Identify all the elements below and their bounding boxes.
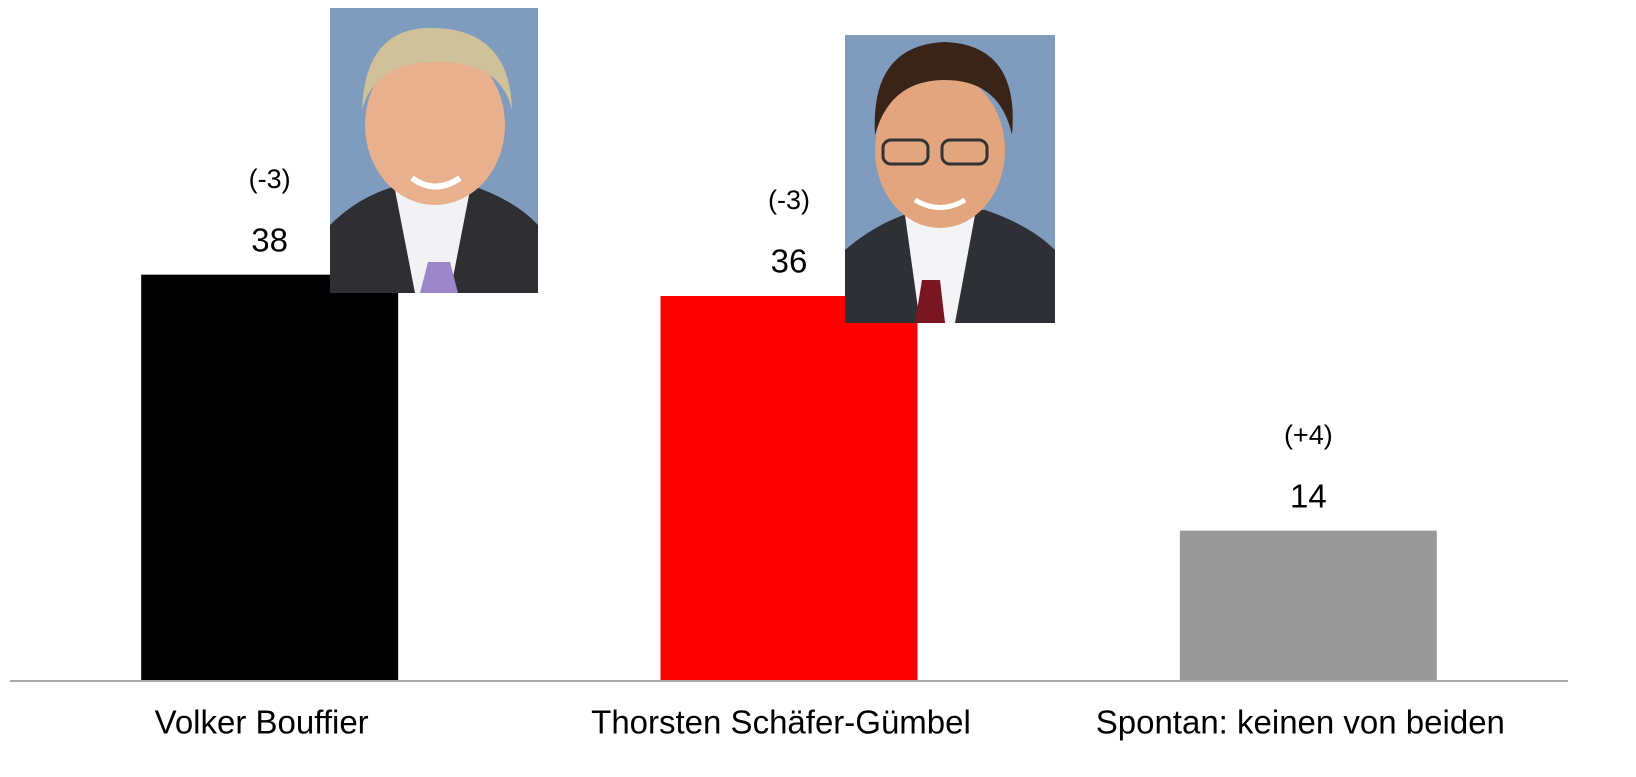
value-label: 38: [251, 221, 288, 258]
x-tick-label: Thorsten Schäfer-Gümbel: [591, 704, 971, 741]
x-tick-label: Spontan: keinen von beiden: [1096, 704, 1505, 741]
change-label: (-3): [249, 164, 291, 194]
photo: [845, 35, 1055, 323]
chart: 38 (-3) Volker Bouffier 36 (-3) Thorsten Schä…: [0, 0, 1636, 777]
value-label: 14: [1290, 477, 1327, 514]
bar: [1180, 531, 1437, 680]
bar: [661, 296, 918, 680]
change-label: (+4): [1284, 420, 1333, 450]
photo: [330, 8, 538, 293]
value-label: 36: [771, 243, 808, 280]
change-label: (-3): [768, 185, 810, 215]
bar: [141, 275, 398, 680]
x-tick-label: Volker Bouffier: [155, 704, 369, 741]
